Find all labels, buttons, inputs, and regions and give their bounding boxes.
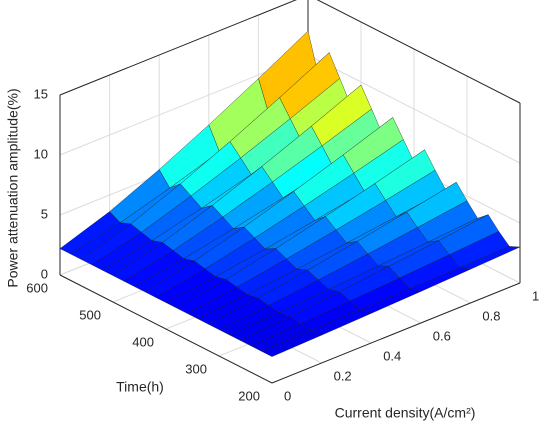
- x-axis-label: Current density(A/cm²): [335, 405, 476, 421]
- y-tick-label: 600: [26, 280, 48, 295]
- y-axis-label: Time(h): [116, 379, 164, 395]
- z-tick-label: 0: [41, 266, 48, 281]
- z-tick-label: 10: [34, 146, 48, 161]
- x-tick-label: 0.4: [383, 348, 401, 363]
- y-tick-label: 200: [238, 388, 260, 403]
- axis-line: [316, 0, 521, 104]
- z-axis-label: Power attenuation amplitude(%): [5, 88, 21, 287]
- x-tick-label: 0.2: [334, 368, 352, 383]
- axis-line: [59, 0, 297, 96]
- y-tick-label: 300: [185, 361, 207, 376]
- axis-line: [59, 274, 273, 384]
- x-tick-label: 0: [284, 388, 291, 403]
- x-tick-label: 0.8: [482, 308, 500, 323]
- x-tick-label: 1: [532, 288, 539, 303]
- y-tick-label: 500: [79, 307, 101, 322]
- y-tick-label: 400: [132, 334, 154, 349]
- z-tick-label: 5: [41, 206, 48, 221]
- axis-line: [271, 282, 521, 384]
- surface-patch: [260, 330, 323, 357]
- z-tick-label: 15: [34, 86, 48, 101]
- x-tick-label: 0.6: [433, 328, 451, 343]
